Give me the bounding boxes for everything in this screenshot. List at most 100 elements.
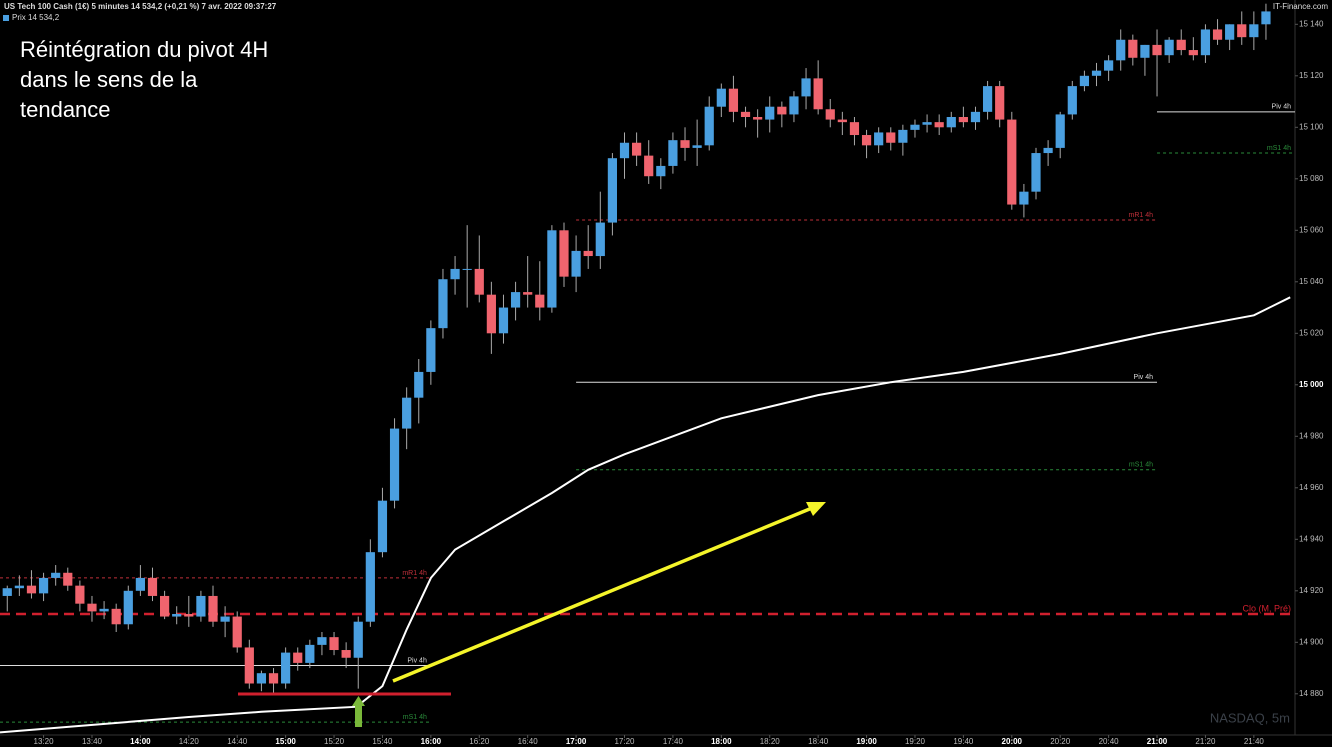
candle-body xyxy=(208,595,218,622)
x-tick-label: 17:00 xyxy=(566,737,587,746)
candle-body xyxy=(644,155,654,177)
candle-body xyxy=(99,608,109,612)
source: IT-Finance.com xyxy=(1273,2,1328,11)
x-tick-label: 18:40 xyxy=(808,737,829,746)
candle-body xyxy=(656,165,666,177)
y-tick-label: 14 880 xyxy=(1299,689,1324,698)
x-tick-label: 13:20 xyxy=(34,737,55,746)
candle-body xyxy=(26,585,37,594)
candle-body xyxy=(704,106,714,146)
candle-body xyxy=(668,140,678,166)
candle-body xyxy=(728,88,739,112)
candle-body xyxy=(2,588,12,596)
candle-body xyxy=(329,637,339,651)
chart-title: US Tech 100 Cash (1€) 5 minutes 14 534,2… xyxy=(4,2,277,11)
candle-body xyxy=(849,122,860,136)
candle-body xyxy=(498,307,509,334)
candle-body xyxy=(341,650,351,658)
candle-body xyxy=(220,616,230,622)
candle-body xyxy=(111,608,121,625)
y-tick-label: 15 100 xyxy=(1299,122,1324,131)
candle-body xyxy=(353,621,363,658)
annotation-line: Réintégration du pivot 4H xyxy=(20,37,268,62)
candle-body xyxy=(1212,29,1223,40)
candle-body xyxy=(680,140,690,148)
x-tick-label: 15:00 xyxy=(275,737,296,746)
candle-body xyxy=(946,117,956,128)
candle-body xyxy=(281,652,291,684)
y-tick-label: 14 900 xyxy=(1299,637,1324,646)
x-tick-label: 19:20 xyxy=(905,737,926,746)
candle-body xyxy=(934,122,944,128)
trend-arrow-head xyxy=(806,502,826,516)
y-tick-label: 15 120 xyxy=(1299,71,1324,80)
y-tick-label: 15 000 xyxy=(1299,380,1324,389)
candle-body xyxy=(426,328,436,372)
candle-body xyxy=(801,78,811,97)
pivot-label: Piv 4h xyxy=(1134,374,1154,381)
candle-body xyxy=(172,613,182,617)
candle-body xyxy=(1225,24,1235,40)
candle-body xyxy=(293,652,303,663)
candle-body xyxy=(377,500,388,553)
candle-body xyxy=(898,129,908,143)
candle-body xyxy=(1043,147,1053,154)
candle-body xyxy=(510,292,521,308)
candle-body xyxy=(583,250,593,257)
candle-body xyxy=(1188,50,1198,56)
y-tick-label: 15 140 xyxy=(1299,19,1324,28)
candle-body xyxy=(438,279,448,329)
y-tick-label: 15 060 xyxy=(1299,225,1324,234)
candle-body xyxy=(813,78,823,110)
y-tick-label: 15 080 xyxy=(1299,174,1324,183)
pivot-label: Clo (M, Pré) xyxy=(1242,603,1291,613)
candle-body xyxy=(1249,24,1259,38)
x-tick-label: 14:00 xyxy=(130,737,151,746)
candle-body xyxy=(1128,39,1138,58)
candle-body xyxy=(958,117,968,123)
candle-body xyxy=(389,428,400,501)
candle-body xyxy=(244,647,254,684)
candle-body xyxy=(922,122,932,125)
entry-arrow xyxy=(355,705,362,727)
candle-body xyxy=(414,371,424,398)
candle-body xyxy=(716,88,726,107)
candle-body xyxy=(1031,153,1041,192)
y-tick-label: 14 960 xyxy=(1299,483,1324,492)
y-tick-label: 14 920 xyxy=(1299,586,1324,595)
candle-body xyxy=(1055,114,1065,148)
candle-body xyxy=(970,111,981,123)
candle-body xyxy=(1079,75,1090,87)
x-tick-label: 15:20 xyxy=(324,737,345,746)
candle-body xyxy=(256,673,267,684)
entry-arrow-head xyxy=(352,696,365,706)
candle-body xyxy=(619,142,630,159)
candle-body xyxy=(632,142,642,156)
x-tick-label: 21:40 xyxy=(1244,737,1265,746)
candle-body xyxy=(1116,39,1126,61)
candle-body xyxy=(571,250,581,277)
candle-body xyxy=(38,577,49,594)
candle-body xyxy=(305,644,315,663)
candle-body xyxy=(135,577,145,591)
x-tick-label: 19:00 xyxy=(856,737,877,746)
candle-body xyxy=(196,595,206,617)
candle-body xyxy=(692,145,702,148)
candle-body xyxy=(607,158,618,223)
pivot-label: Piv 4h xyxy=(1272,104,1292,111)
plot: mR1 4h Piv 4h mS1 4h mR1 4h Piv 4h mS1 4h Piv … xyxy=(0,3,1295,734)
candle-body xyxy=(595,222,605,257)
candle-body xyxy=(317,637,327,645)
candle-body xyxy=(753,117,763,120)
x-tick-label: 21:20 xyxy=(1195,737,1216,746)
candle-body xyxy=(837,119,847,123)
x-tick-label: 18:00 xyxy=(711,737,732,746)
candle-body xyxy=(982,86,993,112)
candle-body xyxy=(825,109,835,120)
candle-body xyxy=(1237,24,1247,38)
pivot-label: mS1 4h xyxy=(1129,462,1153,469)
y-tick-label: 14 980 xyxy=(1299,431,1324,440)
candle-body xyxy=(1200,29,1211,56)
candle-body xyxy=(777,106,787,115)
